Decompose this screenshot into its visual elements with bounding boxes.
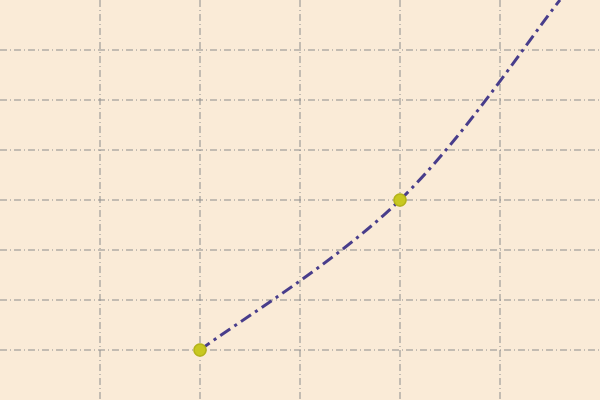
marker-layer: [193, 193, 407, 357]
data-point-marker: [193, 343, 207, 357]
data-point-marker: [393, 193, 407, 207]
